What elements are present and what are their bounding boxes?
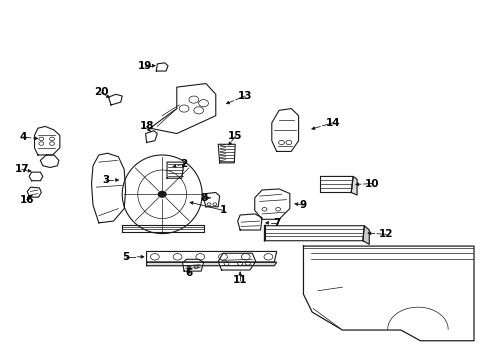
Text: 5: 5 — [122, 252, 129, 262]
Polygon shape — [147, 262, 277, 266]
Text: 8: 8 — [200, 193, 207, 203]
Polygon shape — [40, 155, 59, 167]
Polygon shape — [363, 226, 369, 244]
Text: 13: 13 — [238, 91, 252, 101]
Polygon shape — [29, 172, 43, 181]
Text: 11: 11 — [233, 275, 247, 285]
Text: 3: 3 — [102, 175, 110, 185]
Text: 1: 1 — [220, 205, 227, 215]
Text: 15: 15 — [228, 131, 243, 141]
Circle shape — [158, 192, 166, 197]
Polygon shape — [265, 226, 365, 241]
Polygon shape — [183, 259, 203, 271]
Text: 16: 16 — [20, 195, 34, 204]
Polygon shape — [122, 225, 203, 232]
Polygon shape — [238, 214, 262, 230]
Polygon shape — [146, 131, 157, 143]
Text: 14: 14 — [325, 118, 340, 128]
Polygon shape — [156, 63, 168, 71]
Polygon shape — [27, 187, 41, 197]
Polygon shape — [320, 176, 353, 193]
Text: 9: 9 — [300, 200, 307, 210]
Text: 6: 6 — [185, 268, 193, 278]
Polygon shape — [218, 144, 235, 163]
Polygon shape — [34, 126, 60, 155]
Text: 7: 7 — [273, 218, 280, 228]
Polygon shape — [303, 246, 474, 341]
Polygon shape — [218, 253, 256, 270]
Text: 10: 10 — [365, 179, 379, 189]
Polygon shape — [265, 225, 266, 241]
Polygon shape — [92, 153, 125, 223]
Text: 2: 2 — [180, 159, 188, 169]
Polygon shape — [109, 94, 122, 105]
Text: 12: 12 — [379, 229, 393, 239]
Polygon shape — [351, 176, 357, 195]
Polygon shape — [203, 193, 220, 207]
Polygon shape — [255, 189, 290, 219]
Polygon shape — [272, 109, 298, 152]
Polygon shape — [147, 251, 277, 262]
Polygon shape — [150, 84, 216, 134]
Polygon shape — [122, 155, 202, 234]
Text: 18: 18 — [139, 121, 154, 131]
Text: 17: 17 — [15, 164, 29, 174]
Text: 4: 4 — [20, 132, 27, 142]
Text: 19: 19 — [138, 61, 152, 71]
Polygon shape — [167, 162, 184, 178]
Text: 20: 20 — [94, 87, 108, 98]
